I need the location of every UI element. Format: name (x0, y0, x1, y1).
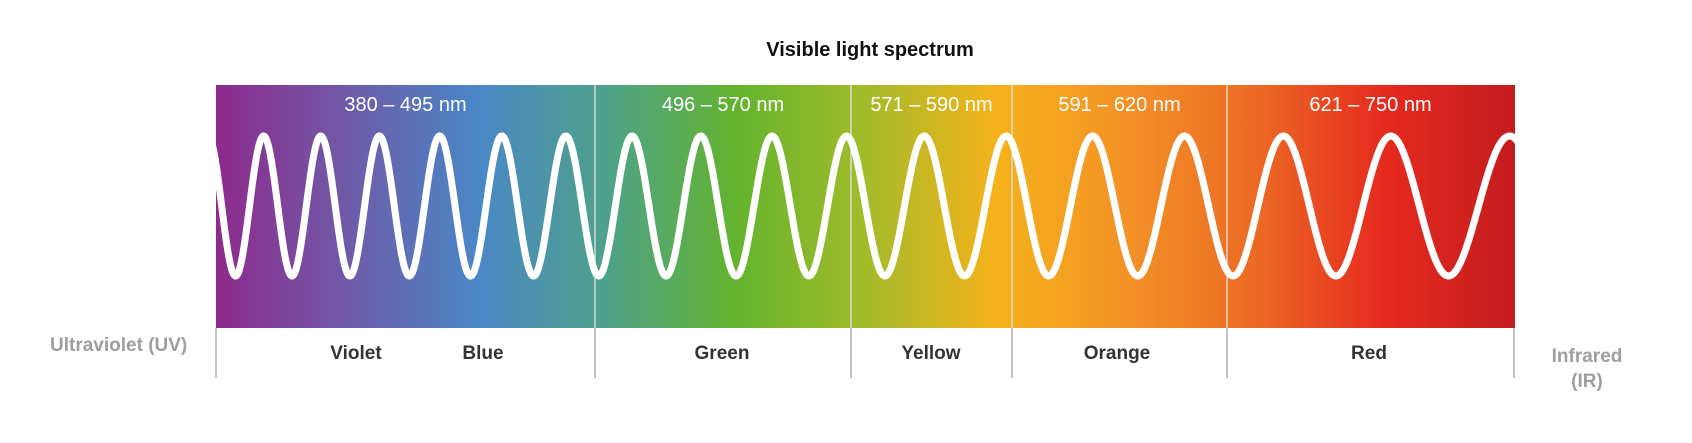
band-range-label: 621 – 750 nm (1309, 94, 1431, 116)
band-range-label: 380 – 495 nm (344, 94, 466, 116)
band-range-label: 496 – 570 nm (662, 94, 784, 116)
color-name-labels: Violet Blue Green Yellow Orange Red (330, 343, 1387, 364)
band-dividers (215, 85, 1515, 378)
ultraviolet-label: Ultraviolet (UV) (50, 335, 188, 356)
band-color-name: Red (1351, 343, 1387, 364)
band-color-name: Blue (462, 343, 503, 364)
infrared-label: Infrared (IR) (1548, 344, 1626, 394)
infrared-label-line1: Infrared (1551, 346, 1623, 367)
band-color-name: Violet (330, 343, 382, 364)
range-labels: 380 – 495 nm 496 – 570 nm 571 – 590 nm 591 … (344, 94, 1431, 116)
band-range-label: 571 – 590 nm (870, 94, 992, 116)
band-color-name: Green (695, 343, 750, 364)
light-wave (216, 132, 1515, 280)
band-color-name: Yellow (901, 343, 960, 364)
diagram-title: Visible light spectrum (766, 39, 974, 61)
band-range-label: 591 – 620 nm (1058, 94, 1180, 116)
infrared-label-line2: (IR) (1571, 371, 1603, 392)
band-color-name: Orange (1084, 343, 1151, 364)
